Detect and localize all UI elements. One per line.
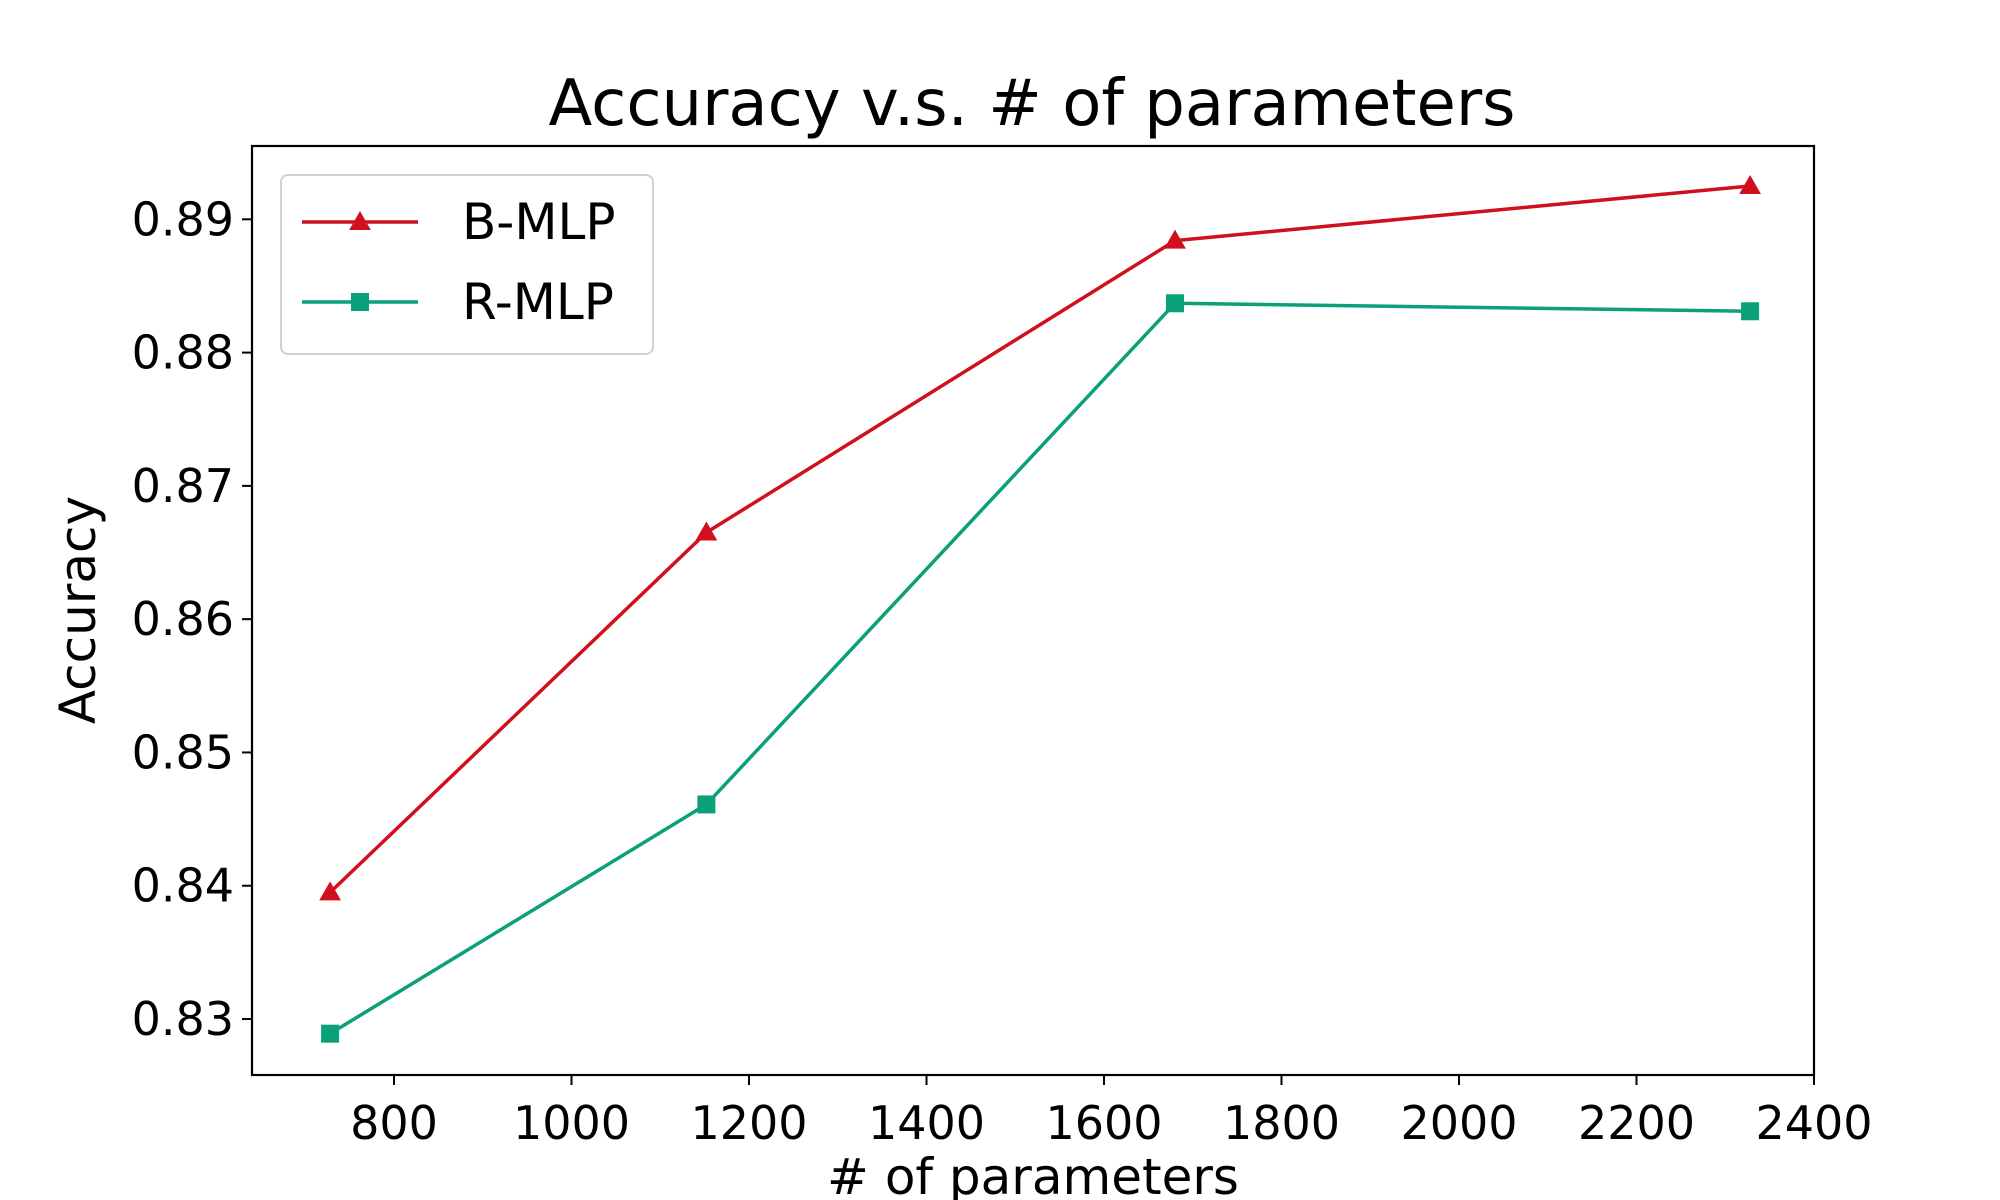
- data-point: [697, 795, 716, 814]
- series-r-mlp: [321, 294, 1760, 1043]
- series-b-mlp: [319, 174, 1761, 901]
- x-tick-label: 1600: [1045, 1096, 1162, 1150]
- legend-marker: [349, 210, 371, 230]
- data-point: [1164, 229, 1186, 249]
- y-tick-label: 0.88: [132, 326, 234, 380]
- y-tick-label: 0.83: [132, 992, 234, 1046]
- x-tick-label: 1200: [690, 1096, 807, 1150]
- y-tick-label: 0.85: [132, 725, 234, 779]
- series-layer: [319, 174, 1761, 1043]
- x-tick-label: 800: [350, 1096, 438, 1150]
- y-axis: 0.83 0.84 0.85 0.86 0.87 0.88 0.89: [132, 192, 252, 1046]
- y-axis-label: Accuracy: [49, 496, 107, 724]
- y-tick-label: 0.84: [132, 859, 234, 913]
- chart-title: Accuracy v.s. # of parameters: [548, 67, 1515, 141]
- x-tick-label: 2400: [1755, 1096, 1872, 1150]
- y-tick-label: 0.86: [132, 592, 234, 646]
- legend-marker: [351, 293, 369, 311]
- x-tick-label: 1800: [1223, 1096, 1340, 1150]
- x-tick-label: 2200: [1578, 1096, 1695, 1150]
- data-point: [695, 521, 718, 541]
- y-tick-label: 0.87: [132, 459, 234, 513]
- x-axis-label: # of parameters: [827, 1148, 1239, 1200]
- data-point: [319, 881, 341, 901]
- x-tick-label: 2000: [1400, 1096, 1517, 1150]
- legend-box: [280, 174, 654, 355]
- series-line: [328, 184, 1751, 894]
- data-point: [1739, 174, 1761, 194]
- data-point: [321, 1024, 340, 1043]
- legend: B-MLP R-MLP: [280, 174, 654, 355]
- data-point: [1741, 302, 1760, 321]
- x-tick-label: 1400: [868, 1096, 985, 1150]
- x-tick-label: 1000: [513, 1096, 630, 1150]
- y-tick-label: 0.89: [132, 192, 234, 246]
- series-line: [329, 301, 1751, 1036]
- x-axis: 800 1000 1200 1400 1600 1800 2000 2200 2400: [350, 1075, 1873, 1150]
- legend-label: R-MLP: [462, 273, 614, 331]
- data-point: [1166, 294, 1184, 313]
- legend-label: B-MLP: [462, 193, 616, 251]
